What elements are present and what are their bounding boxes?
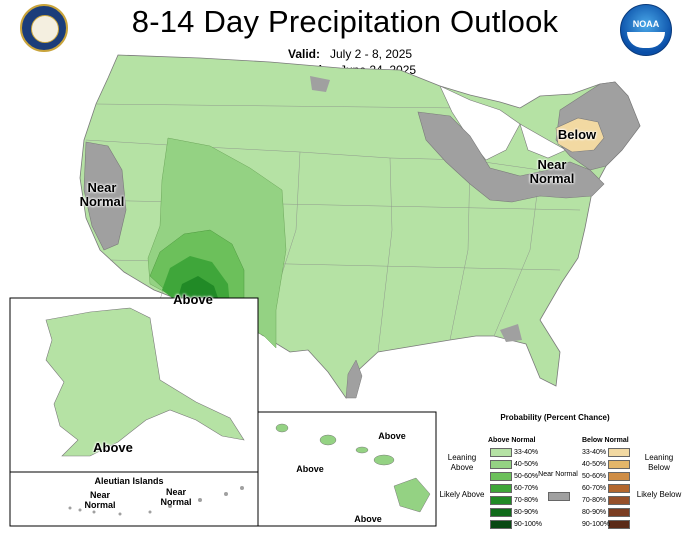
- legend-above-swatch-label: 90-100%: [514, 521, 543, 528]
- commerce-seal-logo: [20, 4, 68, 52]
- legend-above-swatch: [490, 448, 512, 457]
- legend-title: Probability (Percent Chance): [500, 413, 610, 422]
- great-lakes: [439, 85, 521, 161]
- legend-likely-below: Likely Below: [636, 490, 682, 499]
- legend-below-swatch: [608, 472, 630, 481]
- above-southwest-label: Above: [173, 292, 213, 307]
- near-normal-west-coast: [83, 141, 127, 251]
- legend-below-swatch-label: 90-100%: [582, 521, 611, 528]
- aleutian-near-normal-1: Near Normal: [84, 490, 116, 510]
- legend-below-swatch-label: 40-50%: [582, 461, 607, 468]
- legend-above-swatch-label: 80-90%: [514, 509, 539, 516]
- legend-above-swatch: [490, 508, 512, 517]
- valid-dates: July 2 - 8, 2025: [330, 47, 413, 61]
- legend-leaning-above: Leaning Above: [447, 453, 477, 472]
- legend-below-swatch: [608, 460, 630, 469]
- legend-above-swatch: [490, 460, 512, 469]
- near-normal-montana-pocket: [310, 76, 330, 92]
- legend-below-swatch: [608, 496, 630, 505]
- alaska-land: [45, 307, 245, 457]
- map-title: 8-14 Day Precipitation Outlook: [131, 4, 559, 39]
- legend-likely-above: Likely Above: [439, 490, 485, 499]
- legend-leaning-below: Leaning Below: [644, 453, 674, 472]
- legend-below-swatch: [608, 484, 630, 493]
- legend-below-swatch: [608, 448, 630, 457]
- near-normal-northeast: [417, 111, 605, 203]
- legend-below-header: Below Normal: [582, 437, 629, 444]
- aleutian-title: Aleutian Islands: [94, 476, 164, 486]
- legend-above-header: Above Normal: [488, 437, 536, 444]
- noaa-logo-text: NOAA: [632, 19, 660, 29]
- near-normal-west-label: Near Normal: [79, 180, 125, 209]
- legend-above-swatch-label: 70-80%: [514, 497, 539, 504]
- legend-above-swatch-label: 60-70%: [514, 485, 539, 492]
- legend-near-normal-swatch: [548, 492, 570, 501]
- legend-above-swatch: [490, 496, 512, 505]
- near-normal-florida-gulf: [500, 324, 522, 342]
- above-alaska-label: Above: [93, 440, 133, 455]
- legend-below-swatch-label: 80-90%: [582, 509, 607, 516]
- legend-below-swatch: [608, 520, 630, 529]
- near-normal-texas-coast: [345, 359, 363, 399]
- legend-below-swatch: [608, 508, 630, 517]
- legend-above-swatch: [490, 484, 512, 493]
- legend-above-swatch-label: 33-40%: [514, 449, 539, 456]
- aleutian-inset-frame: [9, 471, 259, 527]
- aleutian-near-normal-2: Near Normal: [160, 487, 192, 507]
- legend-near-normal-label: Near Normal: [538, 471, 578, 478]
- valid-label: Valid:: [288, 47, 321, 61]
- hawaii-above-label-3: Above: [354, 514, 382, 524]
- legend-above-swatch: [490, 520, 512, 529]
- hawaii-above-label-2: Above: [296, 464, 324, 474]
- below-area: [555, 117, 605, 153]
- legend-above-swatch-label: 40-50%: [514, 461, 539, 468]
- below-label: Below: [557, 127, 597, 142]
- legend-below-swatch-label: 50-60%: [582, 473, 607, 480]
- legend-above-swatch-label: 50-60%: [514, 473, 539, 480]
- near-normal-east-label: Near Normal: [529, 157, 575, 186]
- legend-below-swatch-label: 60-70%: [582, 485, 607, 492]
- noaa-logo: NOAA: [620, 4, 672, 56]
- hawaii-above-label-1: Above: [378, 431, 406, 441]
- aleutian-islands: [68, 486, 244, 516]
- hawaii-islands: [275, 423, 431, 513]
- noaa-wave-icon: [627, 32, 665, 48]
- legend-below-swatch-label: 70-80%: [582, 497, 607, 504]
- legend-above-swatch: [490, 472, 512, 481]
- legend-below-swatch-label: 33-40%: [582, 449, 607, 456]
